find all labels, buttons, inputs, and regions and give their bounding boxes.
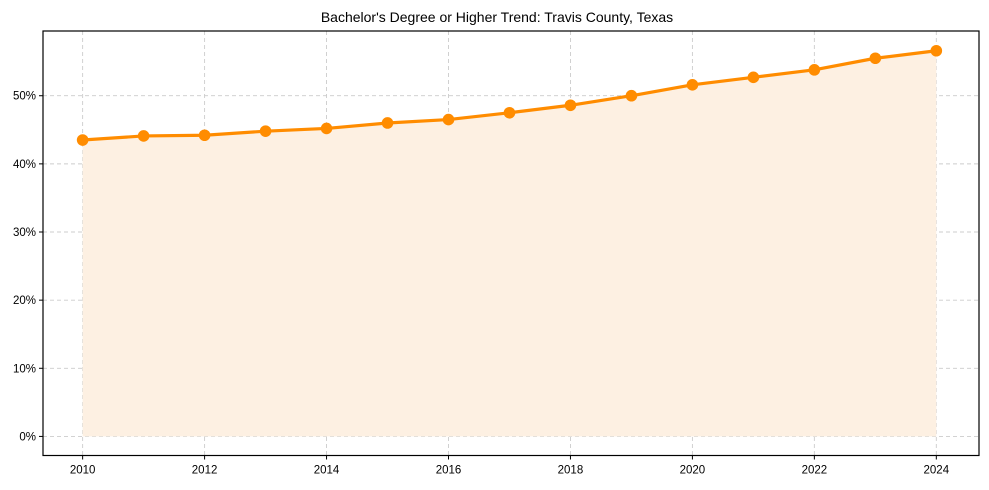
data-point bbox=[76, 134, 89, 146]
data-point-markers bbox=[76, 44, 943, 146]
data-point bbox=[564, 99, 577, 112]
data-point bbox=[625, 89, 638, 102]
area-under-line bbox=[82, 50, 937, 437]
y-tick-label: 30% bbox=[13, 227, 36, 239]
data-point bbox=[259, 125, 272, 137]
data-point bbox=[137, 130, 150, 142]
chart-title: Bachelor's Degree or Higher Trend: Travi… bbox=[321, 9, 673, 25]
data-point bbox=[442, 113, 455, 126]
x-tick-label: 2022 bbox=[802, 465, 828, 477]
y-tick-label: 20% bbox=[13, 295, 36, 307]
x-tick-label: 2024 bbox=[924, 465, 950, 477]
x-tick-label: 2010 bbox=[70, 465, 96, 477]
plot-area-frame bbox=[42, 30, 980, 457]
y-tick-label: 50% bbox=[13, 91, 36, 103]
data-point bbox=[320, 122, 333, 135]
x-tick-label: 2016 bbox=[436, 465, 462, 477]
data-point bbox=[930, 44, 943, 57]
x-tick-label: 2018 bbox=[558, 465, 584, 477]
data-point bbox=[747, 71, 760, 84]
y-tick-label: 40% bbox=[13, 159, 36, 171]
x-tick-label: 2020 bbox=[680, 465, 706, 477]
y-tick-label: 0% bbox=[19, 431, 36, 443]
x-axis: 2010 2012 2014 2016 2018 2020 2022 2024 bbox=[70, 455, 950, 477]
data-point bbox=[808, 64, 821, 76]
data-point bbox=[686, 79, 699, 91]
area-fill bbox=[82, 50, 937, 437]
data-point bbox=[869, 52, 882, 65]
data-point bbox=[503, 106, 516, 119]
x-tick-label: 2012 bbox=[192, 465, 218, 477]
y-axis: 0% 10% 20% 30% 40% 50% bbox=[13, 91, 43, 443]
data-point bbox=[381, 117, 394, 129]
x-tick-label: 2014 bbox=[314, 465, 340, 477]
y-tick-label: 10% bbox=[13, 363, 36, 375]
data-point bbox=[198, 129, 211, 142]
